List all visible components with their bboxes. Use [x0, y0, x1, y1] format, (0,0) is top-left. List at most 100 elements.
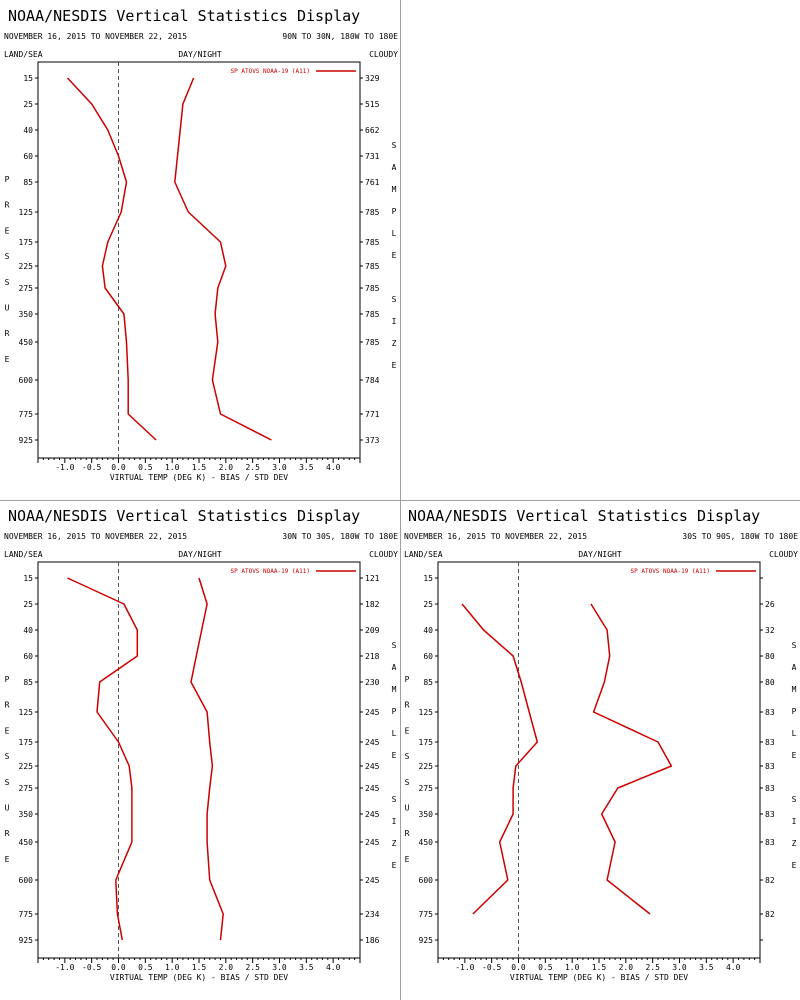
pressure-vertical-char: R [5, 329, 10, 338]
plot-frame [37, 561, 361, 959]
sample-size-vertical-char: A [792, 663, 797, 672]
x-tick-label: 2.5 [245, 963, 260, 972]
sample-size-vertical-char: P [792, 707, 797, 716]
sample-size-vertical-char: M [792, 685, 797, 694]
y-tick-label: 25 [23, 600, 33, 609]
day-night-label: DAY/NIGHT [178, 50, 222, 59]
x-tick-label: 0.0 [111, 963, 126, 972]
x-tick-label: 1.0 [165, 963, 180, 972]
chart-panel-north: NOAA/NESDIS Vertical Statistics Display N… [0, 0, 400, 500]
sample-size-label: 26 [765, 600, 775, 609]
land-sea-label: LAND/SEA [4, 550, 43, 559]
pressure-vertical-char: R [5, 701, 10, 710]
sample-size-label: 245 [365, 876, 380, 885]
x-tick-label: 1.5 [192, 963, 207, 972]
sample-size-label: 761 [365, 178, 380, 187]
pressure-vertical-char: R [5, 201, 10, 210]
sample-size-label: 245 [365, 810, 380, 819]
plot-frame [37, 61, 361, 459]
y-tick-label: 775 [19, 410, 34, 419]
y-tick-label: 125 [19, 208, 34, 217]
sample-size-label: 785 [365, 238, 380, 247]
y-tick-label: 40 [23, 126, 33, 135]
chart-svg: NOAA/NESDIS Vertical Statistics Display N… [4, 507, 398, 982]
x-tick-label: 2.0 [619, 963, 634, 972]
x-tick-label: 1.0 [165, 463, 180, 472]
x-tick-label: 0.0 [511, 963, 526, 972]
sample-size-label: 83 [765, 762, 775, 771]
region-label: 30N TO 30S, 180W TO 180E [282, 532, 398, 541]
pressure-vertical-char: E [5, 726, 10, 735]
bias-series-line [67, 577, 139, 941]
sample-size-label: 32 [765, 626, 775, 635]
sample-size-label: 82 [765, 876, 775, 885]
chart-panel-south: NOAA/NESDIS Vertical Statistics Display N… [400, 500, 800, 1000]
x-tick-label: 3.0 [272, 963, 287, 972]
y-tick-label: 225 [19, 762, 34, 771]
y-tick-label: 450 [419, 838, 434, 847]
x-tick-label: 0.5 [138, 963, 153, 972]
y-tick-label: 60 [423, 652, 433, 661]
sample-size-vertical-char: E [792, 861, 797, 870]
pressure-vertical-char: S [5, 252, 10, 261]
y-tick-label: 350 [19, 810, 34, 819]
sample-size-vertical-char: L [392, 729, 397, 738]
x-tick-label: 0.5 [538, 963, 553, 972]
x-tick-label: 2.5 [645, 963, 660, 972]
pressure-vertical-char: P [5, 675, 10, 684]
sample-size-label: 121 [365, 574, 380, 583]
sample-size-label: 230 [365, 678, 380, 687]
x-tick-label: 0.0 [111, 463, 126, 472]
sample-size-label: 662 [365, 126, 380, 135]
bias-series-line [461, 603, 539, 915]
sample-size-label: 83 [765, 784, 775, 793]
sample-size-label: 373 [365, 436, 380, 445]
cloudy-label: CLOUDY [769, 550, 798, 559]
cloudy-label: CLOUDY [369, 50, 398, 59]
sample-size-vertical-char: S [392, 141, 397, 150]
sample-size-vertical-char: L [792, 729, 797, 738]
sample-size-vertical-char: P [392, 207, 397, 216]
sample-size-label: 83 [765, 838, 775, 847]
y-tick-label: 350 [419, 810, 434, 819]
sample-size-label: 245 [365, 784, 380, 793]
sample-size-vertical-char: E [792, 751, 797, 760]
chart-title: NOAA/NESDIS Vertical Statistics Display [408, 507, 760, 525]
sample-size-label: 80 [765, 678, 775, 687]
sample-size-label: 785 [365, 284, 380, 293]
sample-size-label: 182 [365, 600, 380, 609]
x-tick-label: 3.5 [299, 463, 314, 472]
sample-size-label: 785 [365, 262, 380, 271]
y-tick-label: 15 [23, 74, 33, 83]
date-range: NOVEMBER 16, 2015 TO NOVEMBER 22, 2015 [4, 532, 187, 541]
day-night-label: DAY/NIGHT [578, 550, 622, 559]
sample-size-label: 234 [365, 910, 380, 919]
pressure-vertical-char: U [5, 304, 10, 313]
y-tick-label: 175 [419, 738, 434, 747]
sample-size-label: 784 [365, 376, 380, 385]
std-dev-series-line [190, 577, 224, 941]
land-sea-label: LAND/SEA [404, 550, 443, 559]
x-tick-label: 2.0 [219, 463, 234, 472]
y-tick-label: 85 [423, 678, 433, 687]
y-tick-label: 275 [19, 284, 34, 293]
x-tick-label: 4.0 [726, 963, 741, 972]
chart-title: NOAA/NESDIS Vertical Statistics Display [8, 507, 360, 525]
y-tick-label: 60 [23, 652, 33, 661]
sample-size-label: 785 [365, 338, 380, 347]
sample-size-vertical-char: E [392, 251, 397, 260]
sample-size-vertical-char: S [392, 641, 397, 650]
x-axis-title: VIRTUAL TEMP (DEG K) - BIAS / STD DEV [110, 973, 288, 982]
legend-label: SP ATOVS NOAA-19 (A11) [231, 68, 310, 75]
y-tick-label: 775 [19, 910, 34, 919]
y-tick-label: 225 [19, 262, 34, 271]
pressure-vertical-char: R [405, 829, 410, 838]
sample-size-vertical-char: S [392, 295, 397, 304]
x-tick-label: 1.5 [592, 963, 607, 972]
sample-size-vertical-char: E [392, 751, 397, 760]
y-tick-label: 775 [419, 910, 434, 919]
y-tick-label: 15 [423, 574, 433, 583]
y-tick-label: 925 [19, 936, 34, 945]
x-tick-label: 1.0 [565, 963, 580, 972]
y-tick-label: 225 [419, 762, 434, 771]
